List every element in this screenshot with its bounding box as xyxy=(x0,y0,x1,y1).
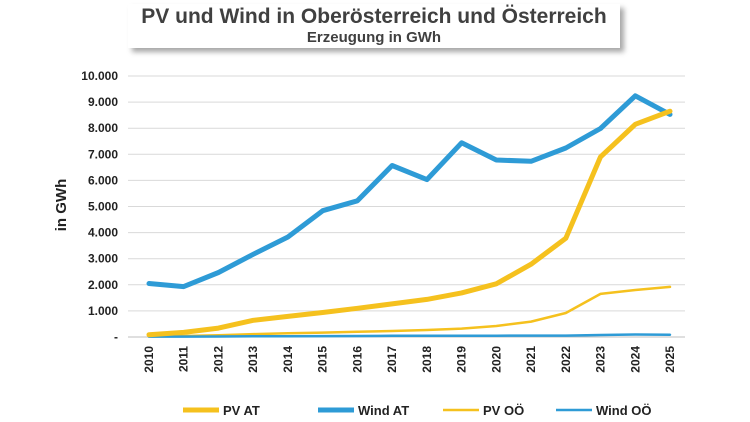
series-line-pv-o- xyxy=(147,285,672,338)
y-tick-label: 7.000 xyxy=(88,147,118,161)
legend-item: Wind AT xyxy=(318,403,409,418)
y-tick-label: - xyxy=(114,330,118,344)
y-tick-label: 2.000 xyxy=(88,278,118,292)
x-tick-label: 2017 xyxy=(385,346,399,373)
y-axis-label: in GWh xyxy=(53,179,70,232)
series-lines xyxy=(146,93,673,338)
x-tick-label: 2019 xyxy=(455,346,469,373)
x-tick-label: 2015 xyxy=(316,346,330,373)
y-tick-label: 4.000 xyxy=(88,226,118,240)
y-tick-label: 8.000 xyxy=(88,121,118,135)
y-tick-label: 9.000 xyxy=(88,95,118,109)
x-tick-label: 2022 xyxy=(559,346,573,373)
chart-subtitle: Erzeugung in GWh xyxy=(306,29,442,46)
y-tick-label: 5.000 xyxy=(88,200,118,214)
x-tick-label: 2023 xyxy=(594,346,608,373)
x-tick-label: 2021 xyxy=(524,346,538,373)
x-axis-ticks: 2010 2011 2012 2013 2014 2015 2016 2017 2018 2019… xyxy=(142,346,677,373)
legend-label: Wind AT xyxy=(358,403,409,418)
legend: PV AT Wind AT PV OÖ Wind OÖ xyxy=(183,403,652,418)
chart-title-box: PV und Wind in Oberösterreich und Österr… xyxy=(128,4,620,48)
gridlines xyxy=(128,75,685,338)
legend-label: PV OÖ xyxy=(483,403,524,418)
x-tick-label: 2024 xyxy=(628,346,642,373)
x-tick-label: 2013 xyxy=(246,346,260,373)
y-tick-label: 3.000 xyxy=(88,252,118,266)
y-tick-label: 10.000 xyxy=(81,69,118,83)
y-tick-label: 1.000 xyxy=(88,304,118,318)
y-tick-label: 6.000 xyxy=(88,173,118,187)
legend-label: PV AT xyxy=(223,403,260,418)
x-tick-label: 2011 xyxy=(177,346,191,372)
legend-item: PV AT xyxy=(183,403,260,418)
x-tick-label: 2025 xyxy=(663,346,677,373)
x-tick-label: 2020 xyxy=(489,346,503,373)
x-tick-label: 2010 xyxy=(142,346,156,373)
x-tick-label: 2012 xyxy=(211,346,225,373)
chart-title: PV und Wind in Oberösterreich und Österr… xyxy=(141,5,607,28)
series-line-wind-at xyxy=(146,93,673,290)
x-tick-label: 2016 xyxy=(350,346,364,373)
x-tick-label: 2018 xyxy=(420,346,434,373)
y-axis-ticks: - 1.000 2.000 3.000 4.000 5.000 6.000 7.000 8.00… xyxy=(81,69,118,344)
legend-item: PV OÖ xyxy=(443,403,524,418)
x-tick-label: 2014 xyxy=(281,346,295,373)
legend-label: Wind OÖ xyxy=(596,403,652,418)
legend-item: Wind OÖ xyxy=(556,403,652,418)
series-line-pv-at xyxy=(146,108,673,338)
series-line-wind-o- xyxy=(147,333,672,338)
